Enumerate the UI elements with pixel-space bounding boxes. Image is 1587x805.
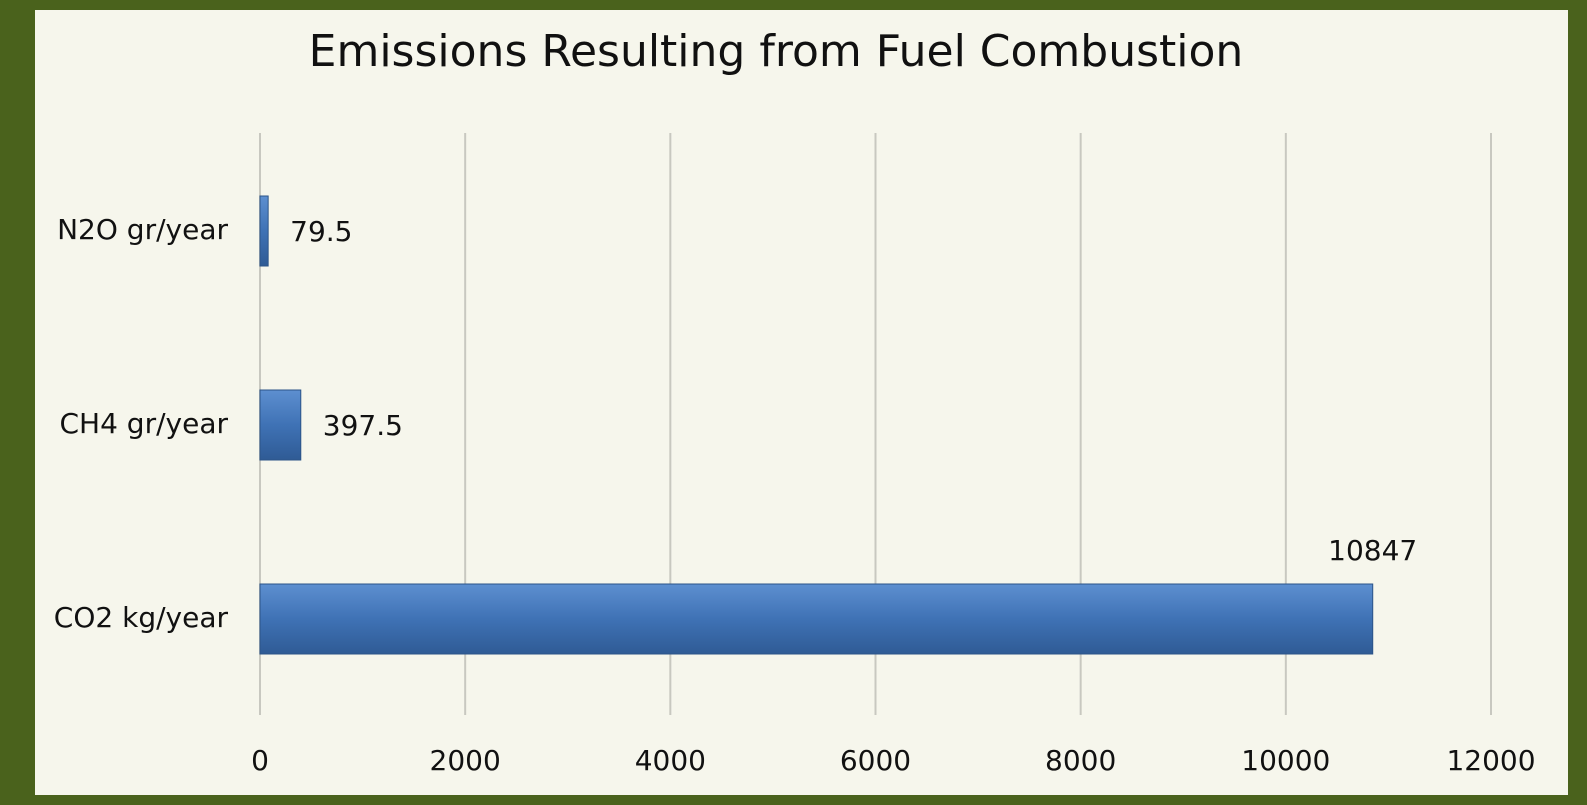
bar: [259, 583, 1374, 655]
y-tick-label: CO2 kg/year: [54, 601, 229, 634]
x-tick-label: 4000: [635, 744, 706, 777]
y-tick-label: CH4 gr/year: [59, 407, 228, 440]
data-label: 397.5: [323, 409, 403, 442]
x-tick-label: 0: [251, 744, 269, 777]
x-tick-label: 8000: [1045, 744, 1116, 777]
data-label: 79.5: [290, 215, 352, 248]
bar: [259, 389, 302, 461]
data-label: 10847: [1328, 534, 1417, 567]
y-tick-label: N2O gr/year: [57, 213, 228, 246]
bar: [259, 195, 269, 267]
x-tick-label: 12000: [1446, 744, 1535, 777]
x-tick-label: 6000: [840, 744, 911, 777]
chart-title: Emissions Resulting from Fuel Combustion: [309, 26, 1244, 77]
x-tick-label: 10000: [1241, 744, 1330, 777]
x-tick-label: 2000: [430, 744, 501, 777]
